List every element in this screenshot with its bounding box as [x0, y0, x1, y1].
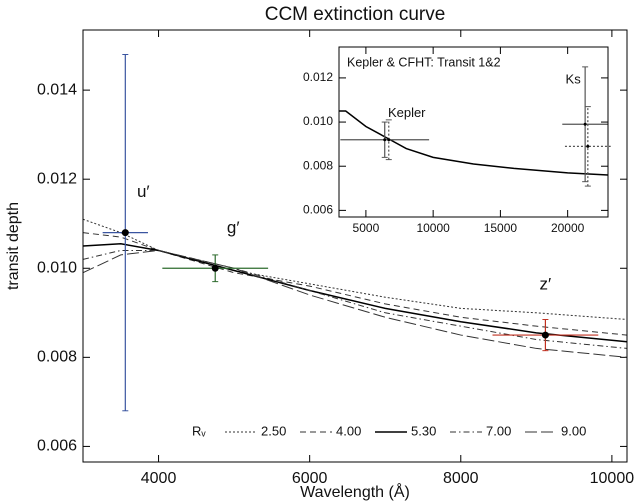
curve — [339, 110, 608, 176]
data-point — [583, 122, 587, 126]
point-label: g′ — [227, 218, 240, 237]
x-tick-label: 20000 — [551, 221, 585, 235]
y-tick-label: 0.006 — [303, 203, 333, 217]
legend-label: 5.30 — [411, 423, 436, 438]
point-label: z′ — [540, 275, 552, 294]
y-tick-label: 0.010 — [37, 259, 77, 276]
curve — [83, 249, 627, 358]
point-label: Ks — [566, 72, 582, 87]
y-tick-label: 0.012 — [37, 170, 77, 187]
data-point — [383, 138, 387, 142]
data-point — [541, 331, 549, 339]
data-point — [586, 144, 590, 148]
data-point — [121, 229, 129, 237]
axes-frame — [338, 46, 609, 218]
y-tick-label: 0.006 — [37, 438, 77, 455]
chart-title: CCM extinction curve — [265, 4, 446, 25]
point-label: Kepler — [388, 105, 426, 120]
y-tick-label: 0.014 — [37, 81, 77, 98]
legend-label: 9.00 — [561, 423, 586, 438]
x-axis-label: Wavelength (Å) — [300, 482, 410, 501]
point-label: u′ — [137, 182, 150, 201]
plot-area — [83, 218, 627, 358]
x-tick-label: 10000 — [590, 470, 635, 487]
x-tick-label: 15000 — [484, 221, 518, 235]
plot-area — [339, 110, 608, 176]
y-tick-label: 0.008 — [37, 349, 77, 366]
y-axis-label: transit depth — [5, 202, 22, 290]
y-tick-label: 0.010 — [303, 114, 333, 128]
y-tick-label: 0.008 — [303, 158, 333, 172]
legend-title: Rᵥ — [192, 423, 206, 438]
data-point — [387, 138, 391, 142]
data-point — [211, 264, 219, 272]
legend-label: 4.00 — [336, 423, 361, 438]
inset-background — [339, 47, 608, 217]
x-tick-label: 8000 — [443, 470, 479, 487]
curve — [83, 249, 627, 349]
inset-title: Kepler & CFHT: Transit 1&2 — [347, 55, 501, 69]
x-tick-label: 4000 — [141, 470, 177, 487]
x-tick-label: 6000 — [292, 470, 328, 487]
y-tick-label: 0.012 — [303, 70, 333, 84]
x-tick-label: 10000 — [416, 221, 450, 235]
curve — [83, 218, 627, 320]
curve — [83, 232, 627, 336]
legend-label: 7.00 — [486, 423, 511, 438]
x-tick-label: 5000 — [353, 221, 380, 235]
legend-label: 2.50 — [261, 423, 286, 438]
axes-frame — [82, 29, 628, 463]
